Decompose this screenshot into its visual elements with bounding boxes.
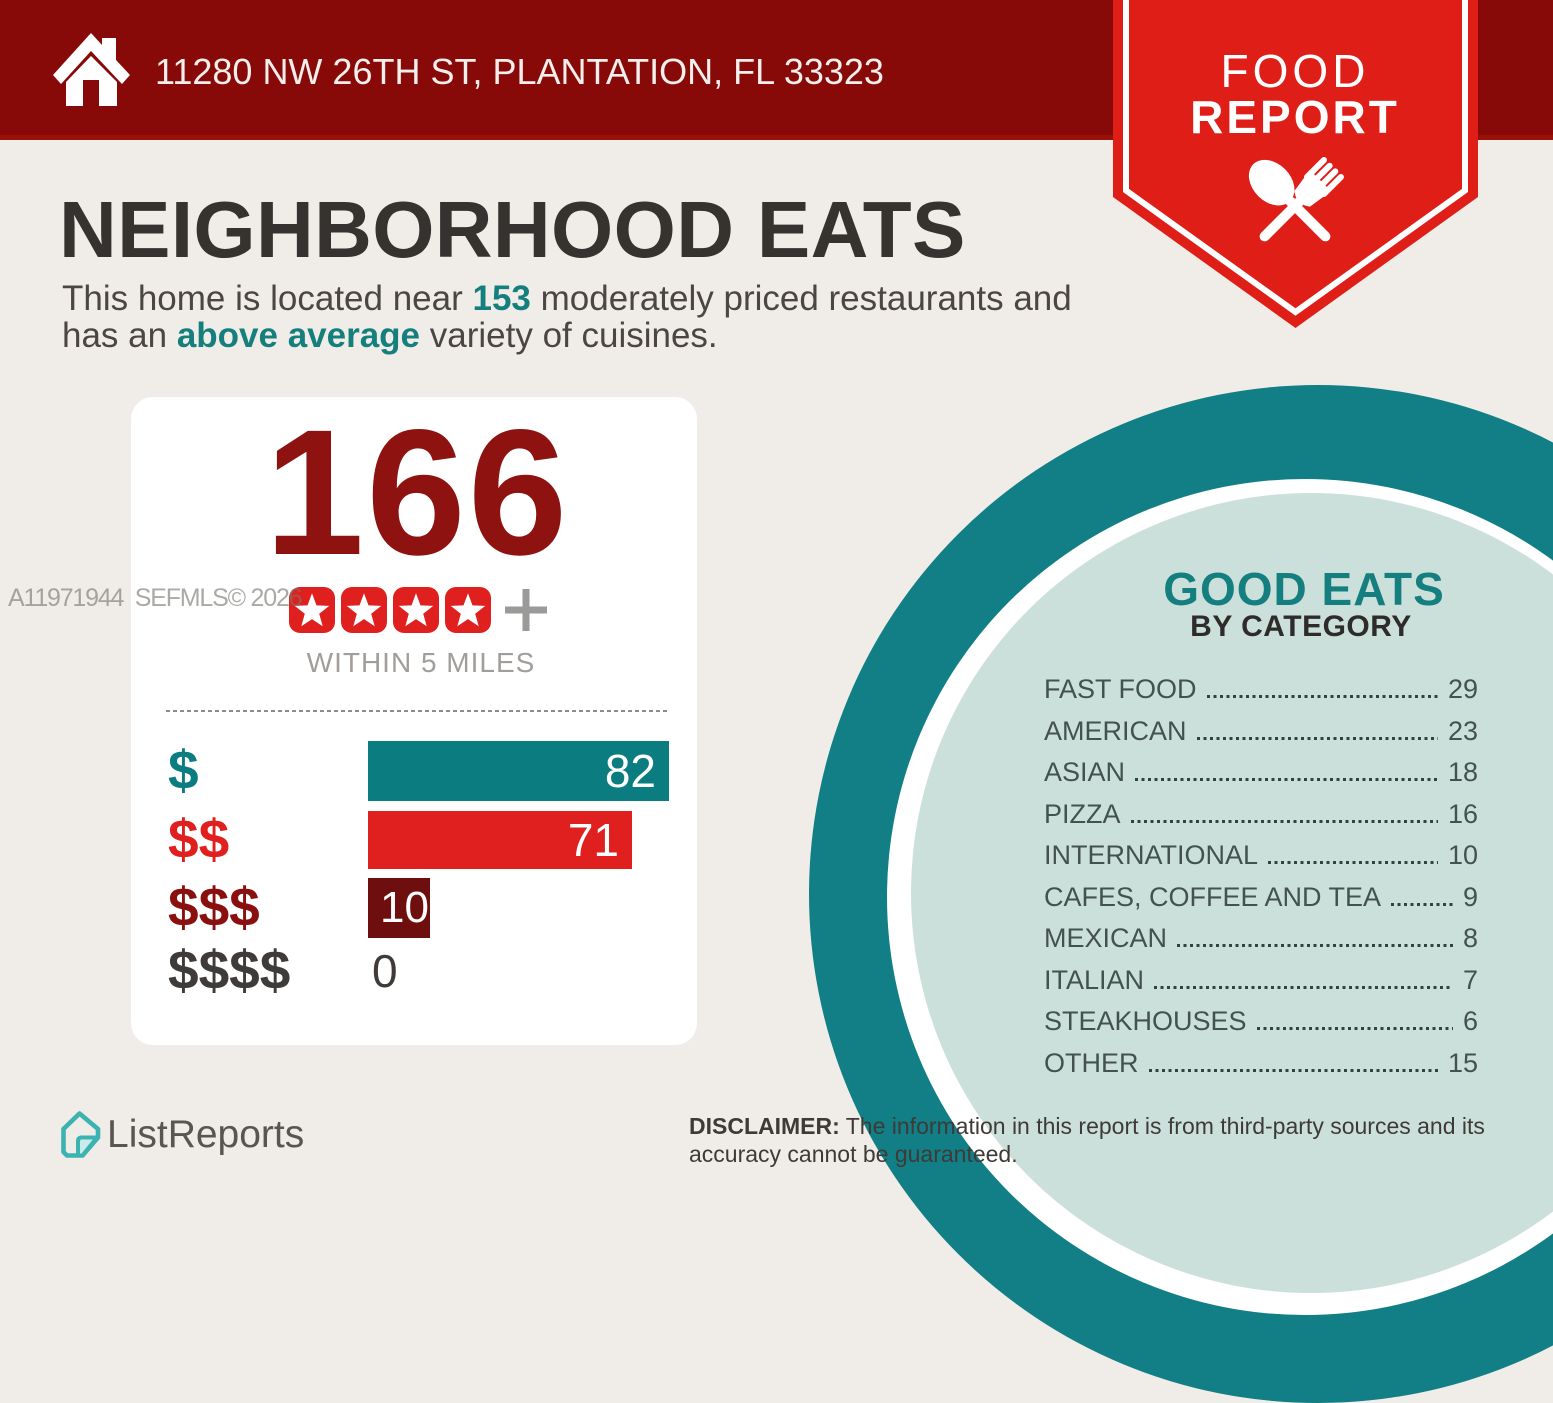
svg-text:FOOD: FOOD xyxy=(1221,45,1370,97)
svg-text:REPORT: REPORT xyxy=(1190,91,1400,143)
